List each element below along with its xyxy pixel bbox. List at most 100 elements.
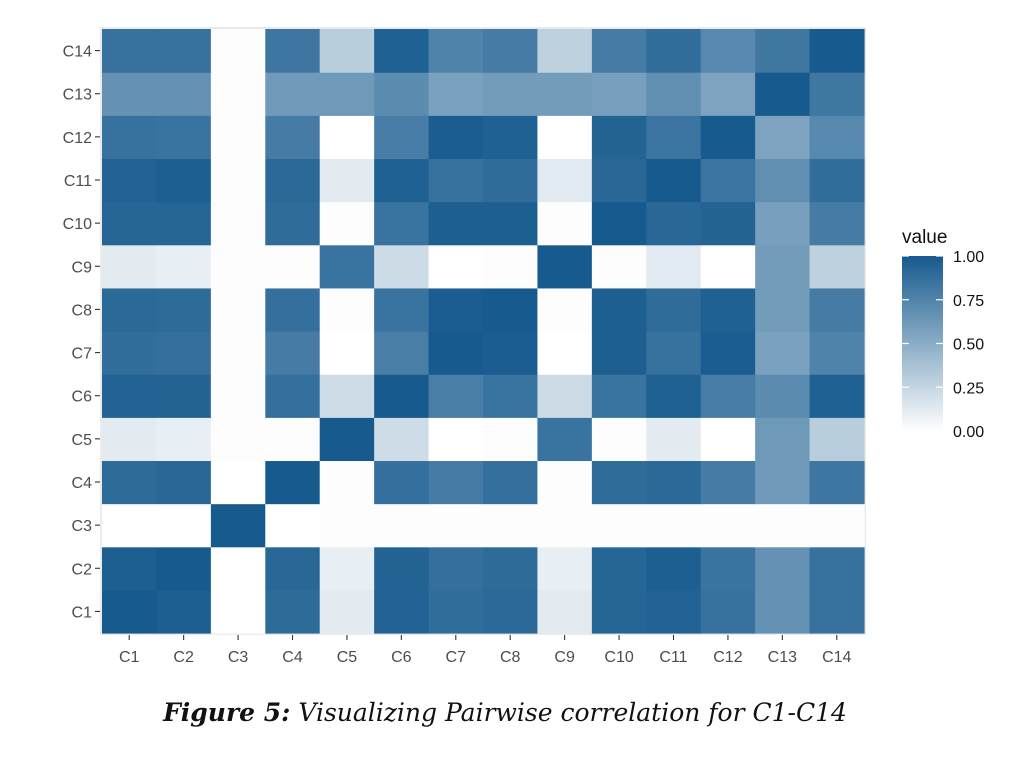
heatmap-cell-C10-C3 [210,201,266,246]
heatmap-cell-C14-C14 [809,29,865,73]
heatmap-cell-C6-C13 [755,374,811,418]
heatmap-cell-C7-C7 [428,331,484,375]
legend-tick-label: 0.50 [953,337,984,354]
heatmap-cell-C8-C4 [265,287,321,332]
heatmap-cell-C10-C6 [374,201,430,246]
heatmap-cell-C13-C3 [210,72,266,116]
heatmap-cell-C14-C1 [102,29,158,73]
heatmap-cell-C7-C6 [374,331,430,375]
figure-caption: Figure 5: Visualizing Pairwise correlati… [0,698,1010,727]
heatmap-cell-C4-C12 [700,460,756,505]
heatmap-cell-C12-C3 [210,115,266,160]
heatmap-cell-C4-C2 [156,460,212,505]
heatmap-cell-C2-C8 [483,546,539,591]
heatmap-cell-C1-C14 [809,589,865,634]
heatmap-cell-C10-C1 [102,201,158,246]
heatmap-cell-C7-C14 [809,331,865,375]
heatmap-cell-C8-C3 [210,287,266,332]
heatmap-cell-C7-C13 [755,331,811,375]
caption-label: Figure 5: [163,698,291,727]
heatmap-cell-C13-C8 [483,72,539,116]
heatmap-cell-C1-C1 [102,589,158,634]
y-tick-label: C5 [72,432,93,449]
heatmap-cell-C3-C2 [156,503,212,548]
y-tick-label: C7 [72,346,93,363]
heatmap-cell-C7-C8 [483,331,539,375]
heatmap-cell-C8-C8 [483,287,539,332]
heatmap-cell-C2-C13 [755,546,811,591]
heatmap-cell-C11-C7 [428,158,484,203]
y-tick-label: C13 [63,87,92,104]
heatmap-cell-C13-C11 [646,72,702,116]
heatmap-cell-C2-C11 [646,546,702,591]
heatmap-cell-C3-C10 [591,503,647,548]
heatmap-cell-C13-C2 [156,72,212,116]
x-tick-label: C8 [500,649,521,666]
x-tick-label: C7 [446,649,467,666]
heatmap-cell-C8-C10 [591,287,647,332]
heatmap-cell-C2-C3 [210,546,266,591]
heatmap-cell-C13-C10 [591,72,647,116]
heatmap-cell-C11-C4 [265,158,321,203]
y-tick-label: C3 [72,518,93,535]
heatmap-cell-C14-C3 [210,29,266,73]
heatmap-cell-C13-C1 [102,72,158,116]
heatmap-cell-C6-C2 [156,374,212,418]
heatmap-cell-C7-C2 [156,331,212,375]
heatmap-cell-C9-C14 [809,244,865,289]
x-tick-label: C6 [391,649,412,666]
heatmap-cell-C14-C4 [265,29,321,73]
heatmap-cell-C8-C11 [646,287,702,332]
x-tick-label: C1 [119,649,140,666]
heatmap-cell-C13-C12 [700,72,756,116]
heatmap-cell-C10-C5 [319,201,375,246]
heatmap-cell-C8-C1 [102,287,158,332]
heatmap-cell-C10-C13 [755,201,811,246]
heatmap-cell-C12-C6 [374,115,430,160]
heatmap-cell-C8-C12 [700,287,756,332]
heatmap-cell-C14-C9 [537,29,593,73]
heatmap-cell-C3-C13 [755,503,811,548]
heatmap-cell-C6-C6 [374,374,430,418]
heatmap-cell-C4-C11 [646,460,702,505]
x-tick-label: C11 [659,649,687,666]
y-tick-label: C4 [72,475,93,492]
heatmap-cell-C12-C12 [700,115,756,160]
x-tick-label: C9 [554,649,575,666]
heatmap-cell-C5-C10 [591,417,647,462]
heatmap-cell-C9-C1 [102,244,158,289]
heatmap-cell-C9-C9 [537,244,593,289]
heatmap-cell-C2-C2 [156,546,212,591]
legend-tick-label: 1.00 [953,249,984,266]
heatmap-cell-C3-C11 [646,503,702,548]
heatmap-cell-C12-C7 [428,115,484,160]
heatmap-cell-C6-C11 [646,374,702,418]
heatmap-cell-C9-C5 [319,244,375,289]
y-tick-label: C14 [63,44,92,61]
y-tick-label: C8 [72,302,93,319]
heatmap-cell-C4-C4 [265,460,321,505]
heatmap-cell-C7-C10 [591,331,647,375]
heatmap-cell-C7-C5 [319,331,375,375]
heatmap-cell-C5-C5 [319,417,375,462]
heatmap-cell-C3-C5 [319,503,375,548]
heatmap-cell-C4-C7 [428,460,484,505]
heatmap-cell-C2-C12 [700,546,756,591]
heatmap-cell-C1-C4 [265,589,321,634]
heatmap-cell-C7-C9 [537,331,593,375]
heatmap-cell-C1-C10 [591,589,647,634]
heatmap-cell-C11-C13 [755,158,811,203]
heatmap-cell-C12-C1 [102,115,158,160]
heatmap-cell-C1-C11 [646,589,702,634]
heatmap-cell-C4-C14 [809,460,865,505]
heatmap-cell-C12-C10 [591,115,647,160]
heatmap-cell-C1-C2 [156,589,212,634]
heatmap-cell-C1-C9 [537,589,593,634]
heatmap-cell-C6-C1 [102,374,158,418]
heatmap-cell-C14-C10 [591,29,647,73]
heatmap-cell-C3-C7 [428,503,484,548]
heatmap-cell-C2-C5 [319,546,375,591]
heatmap-cell-C11-C6 [374,158,430,203]
heatmap-cell-C6-C9 [537,374,593,418]
heatmap-cell-C9-C6 [374,244,430,289]
